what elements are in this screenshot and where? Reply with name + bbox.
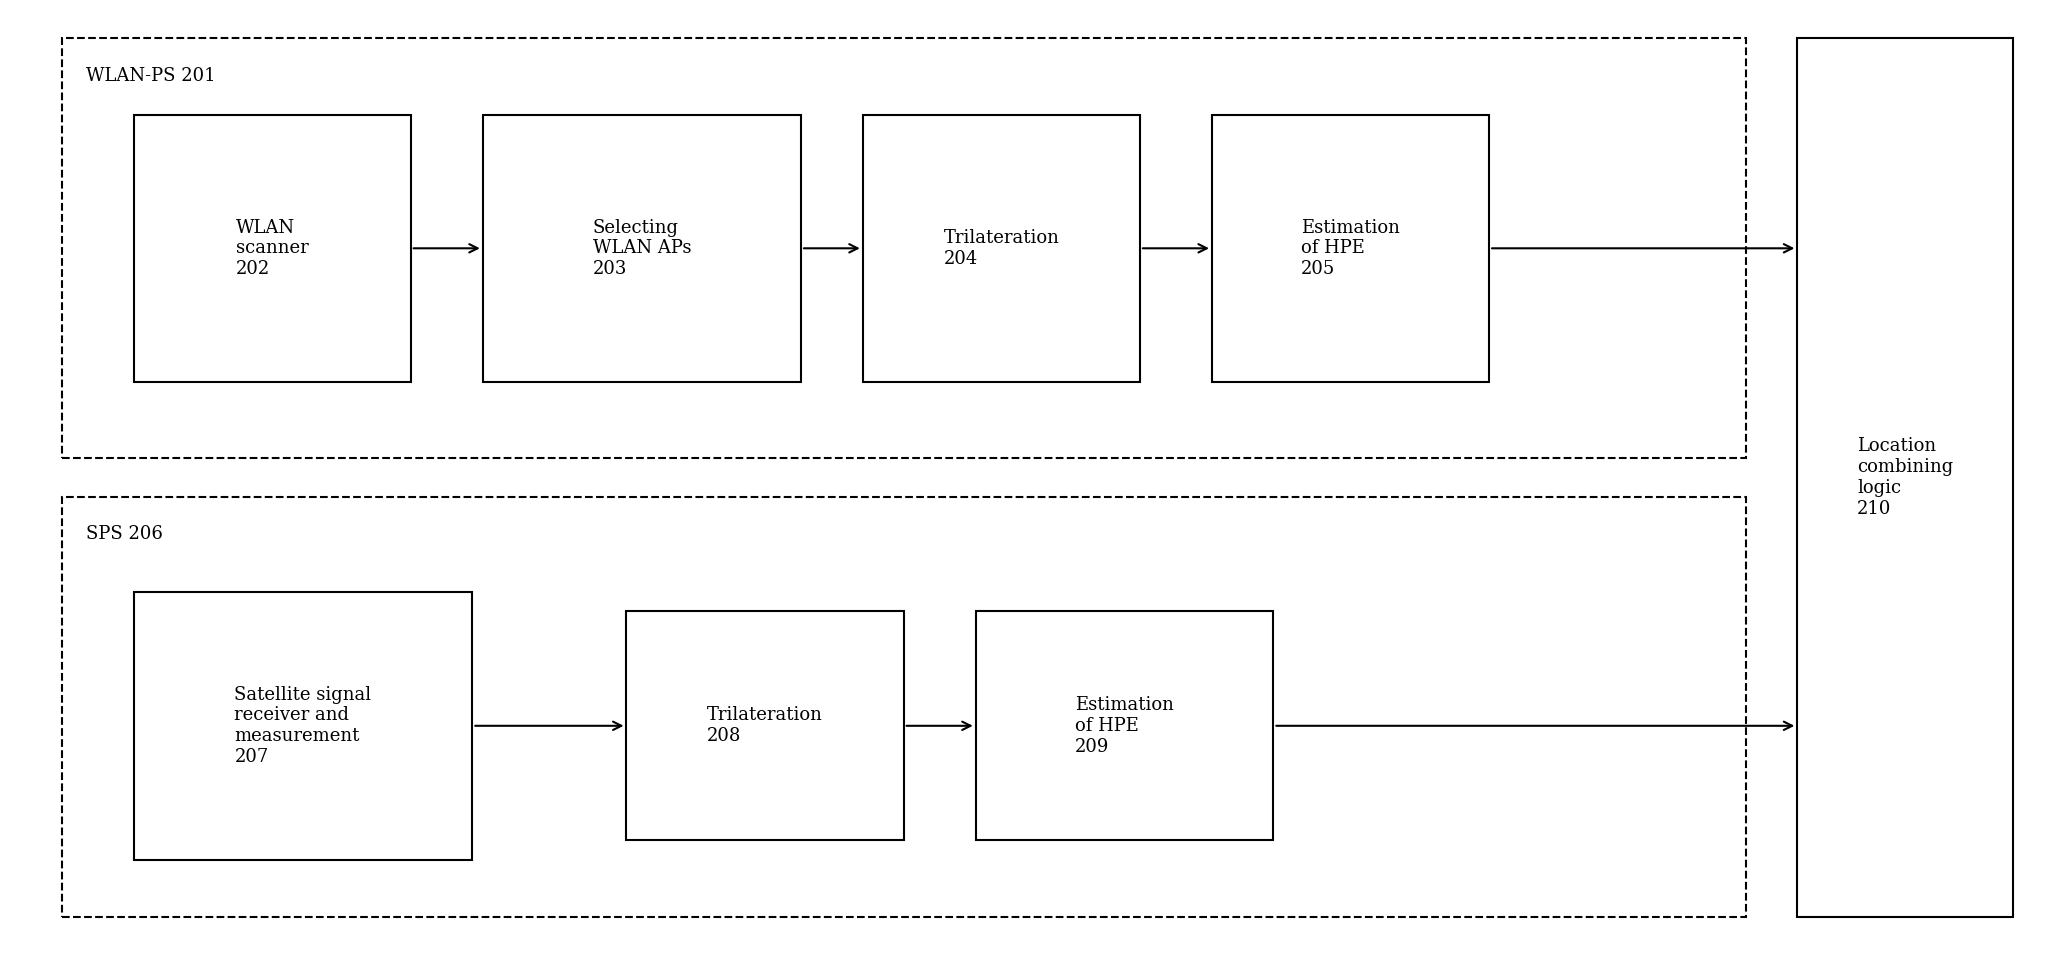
FancyBboxPatch shape <box>62 497 1746 917</box>
FancyBboxPatch shape <box>863 115 1140 382</box>
Text: Estimation
of HPE
205: Estimation of HPE 205 <box>1300 219 1401 278</box>
FancyBboxPatch shape <box>134 115 411 382</box>
Text: Location
combining
logic
210: Location combining logic 210 <box>1857 437 1953 518</box>
FancyBboxPatch shape <box>976 611 1273 840</box>
FancyBboxPatch shape <box>626 611 904 840</box>
Text: Selecting
WLAN APs
203: Selecting WLAN APs 203 <box>594 219 690 278</box>
FancyBboxPatch shape <box>1797 38 2013 917</box>
Text: WLAN
scanner
202: WLAN scanner 202 <box>236 219 308 278</box>
Text: Estimation
of HPE
209: Estimation of HPE 209 <box>1074 696 1175 755</box>
FancyBboxPatch shape <box>134 592 472 860</box>
Text: WLAN-PS 201: WLAN-PS 201 <box>86 67 216 85</box>
FancyBboxPatch shape <box>1212 115 1489 382</box>
FancyBboxPatch shape <box>62 38 1746 458</box>
Text: Trilateration
204: Trilateration 204 <box>943 229 1060 267</box>
Text: Satellite signal
receiver and
measurement
207: Satellite signal receiver and measuremen… <box>234 686 372 766</box>
Text: SPS 206: SPS 206 <box>86 525 162 543</box>
Text: Trilateration
208: Trilateration 208 <box>707 707 824 745</box>
FancyBboxPatch shape <box>483 115 801 382</box>
